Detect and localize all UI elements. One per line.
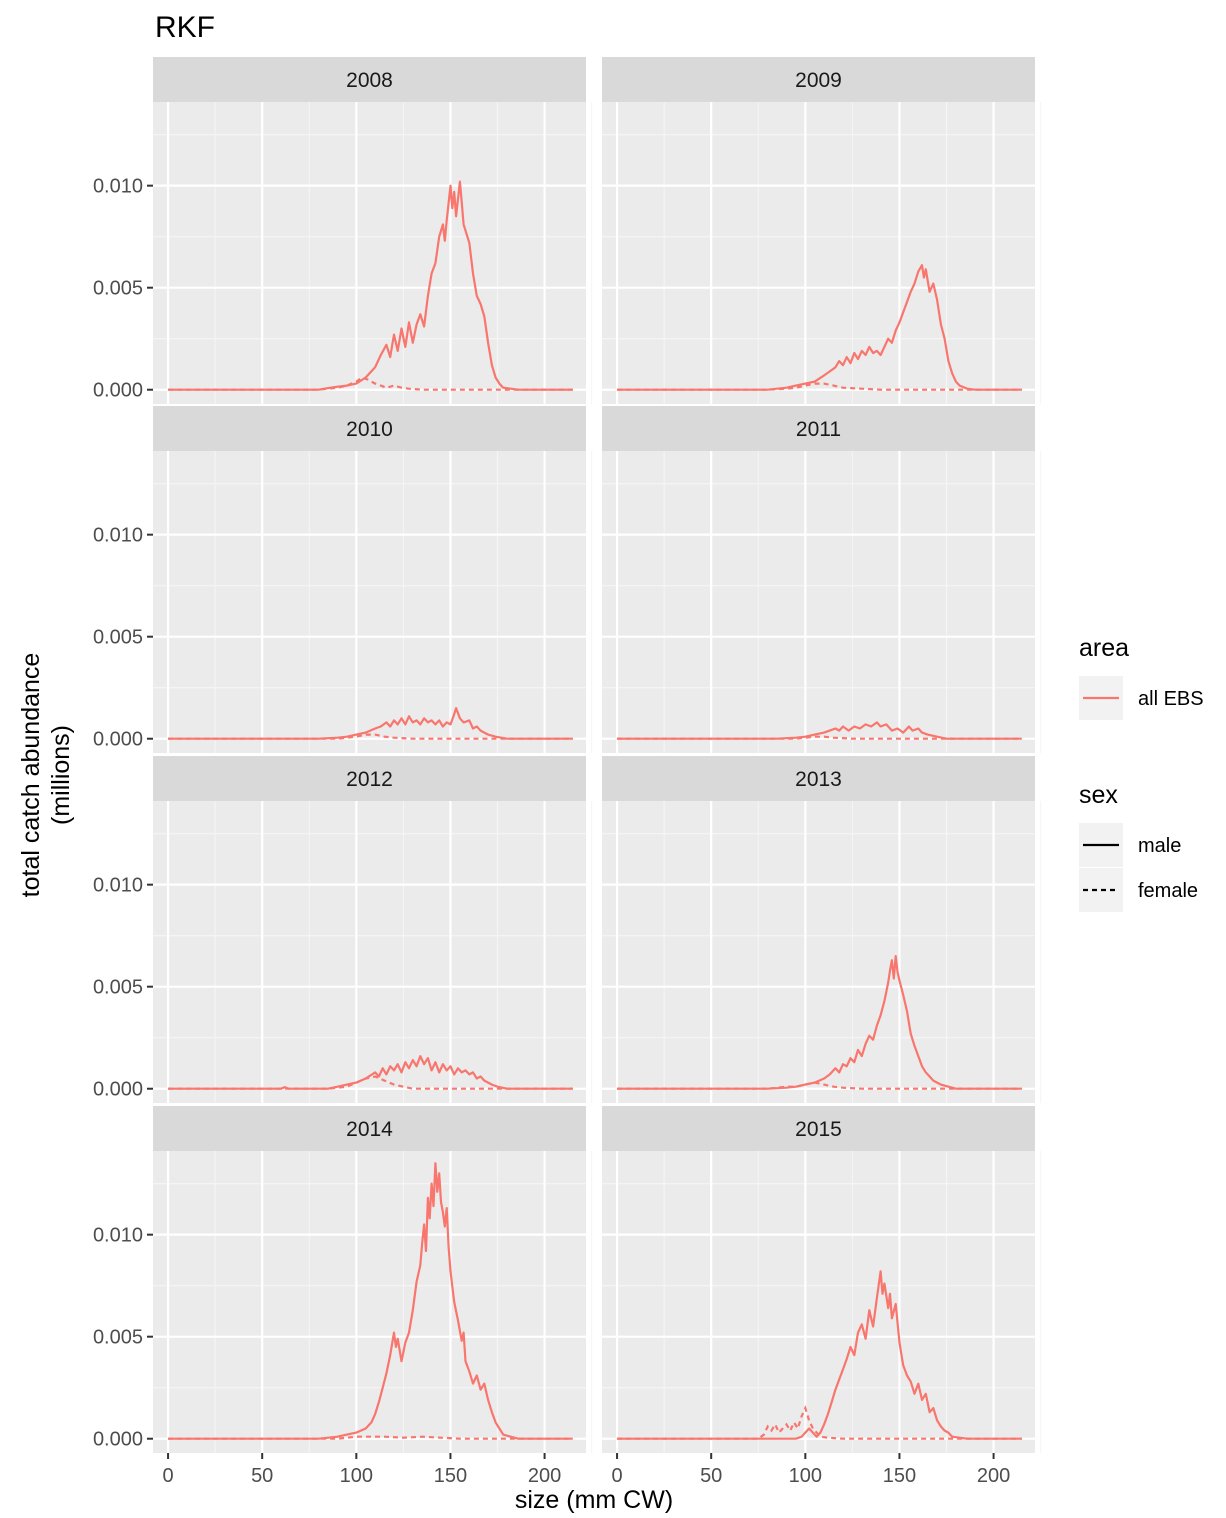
x-tick-label: 100	[340, 1465, 373, 1487]
series-male-line	[617, 954, 1022, 1090]
x-tick-label: 200	[528, 1465, 561, 1487]
y-tick-label: 0.010	[93, 176, 143, 198]
y-tick-label: 0.005	[93, 1327, 143, 1349]
series-male-line	[168, 1054, 573, 1090]
series-male-line	[168, 1162, 573, 1440]
legend-female-label: female	[1138, 880, 1198, 902]
facet-strip-label: 2014	[346, 1118, 393, 1141]
y-tick-label: 0.005	[93, 278, 143, 300]
facet-strip-label: 2010	[346, 418, 393, 441]
facet-strip	[602, 756, 1035, 801]
y-tick-label: 0.000	[93, 1079, 143, 1101]
facet-strip	[153, 756, 586, 801]
facet-strip-label: 2011	[796, 418, 841, 441]
panel-background	[602, 801, 1035, 1103]
series-female-line	[168, 1435, 573, 1440]
legend-area-label: all EBS	[1138, 688, 1204, 710]
plot-title: RKF	[155, 11, 215, 44]
x-tick-label: 0	[611, 1465, 622, 1487]
facet-strip	[153, 1106, 586, 1151]
facet-panel-2011: 2011	[602, 406, 1042, 753]
facet-panel-2009: 2009	[602, 57, 1042, 404]
legend: area all EBS sex male female	[1079, 634, 1204, 912]
x-tick-label: 150	[434, 1465, 467, 1487]
panel-background	[602, 102, 1035, 404]
facet-panel-2010: 2010 0.000 0.005 0.010	[93, 406, 593, 753]
legend-area-title: area	[1079, 634, 1129, 662]
x-tick-label: 100	[789, 1465, 822, 1487]
facet-panel-2014: 2014 0.000 0.005 0.010 0 50 100 150 200	[93, 1106, 593, 1487]
panel-background	[153, 102, 586, 404]
series-male-line	[617, 264, 1022, 391]
series-male-line	[617, 721, 1022, 740]
facet-strip	[153, 406, 586, 451]
panel-background	[153, 451, 586, 753]
facet-strip-label: 2013	[795, 768, 842, 791]
x-tick-label: 50	[700, 1465, 722, 1487]
y-tick-label: 0.000	[93, 1429, 143, 1451]
legend-male-label: male	[1138, 835, 1181, 857]
x-tick-label: 0	[162, 1465, 173, 1487]
panel-background	[153, 1151, 586, 1453]
y-axis-title-group: total catch abundance (millions)	[17, 653, 75, 898]
panel-background	[602, 1151, 1035, 1453]
facet-strip-label: 2012	[346, 768, 393, 791]
series-male-line	[168, 180, 573, 391]
facet-strip	[602, 1106, 1035, 1151]
y-tick-label: 0.000	[93, 729, 143, 751]
series-female-line	[168, 1075, 573, 1090]
facet-panel-2013: 2013	[602, 756, 1042, 1103]
facet-strip	[602, 57, 1035, 102]
facet-strip-label: 2015	[795, 1118, 842, 1141]
facet-panels: 2008 0.000 0.005 0.010 2009 2010 0.000 0.005 0.0…	[93, 57, 1042, 1487]
y-tick-label: 0.000	[93, 380, 143, 402]
facet-strip-label: 2009	[795, 69, 842, 92]
y-tick-label: 0.010	[93, 1225, 143, 1247]
panel-background	[153, 801, 586, 1103]
facet-panel-2015: 2015 0 50 100 150 200	[602, 1106, 1042, 1487]
y-tick-label: 0.005	[93, 627, 143, 649]
y-axis-title-line2: (millions)	[47, 725, 75, 825]
x-tick-label: 200	[977, 1465, 1010, 1487]
y-tick-label: 0.010	[93, 525, 143, 547]
facet-strip	[602, 406, 1035, 451]
facet-strip-label: 2008	[346, 69, 393, 92]
series-male-line	[168, 706, 573, 740]
facet-strip	[153, 57, 586, 102]
y-tick-label: 0.010	[93, 875, 143, 897]
y-axis-title-line1: total catch abundance	[17, 653, 45, 898]
legend-sex-title: sex	[1079, 781, 1118, 809]
facet-panel-2012: 2012 0.000 0.005 0.010	[93, 756, 593, 1103]
series-male-line	[617, 1270, 1022, 1440]
x-tick-label: 150	[883, 1465, 916, 1487]
x-tick-label: 50	[251, 1465, 273, 1487]
facet-panel-2008: 2008 0.000 0.005 0.010	[93, 57, 593, 404]
panel-background	[602, 451, 1035, 753]
x-axis-title: size (mm CW)	[515, 1486, 673, 1514]
y-tick-label: 0.005	[93, 977, 143, 999]
